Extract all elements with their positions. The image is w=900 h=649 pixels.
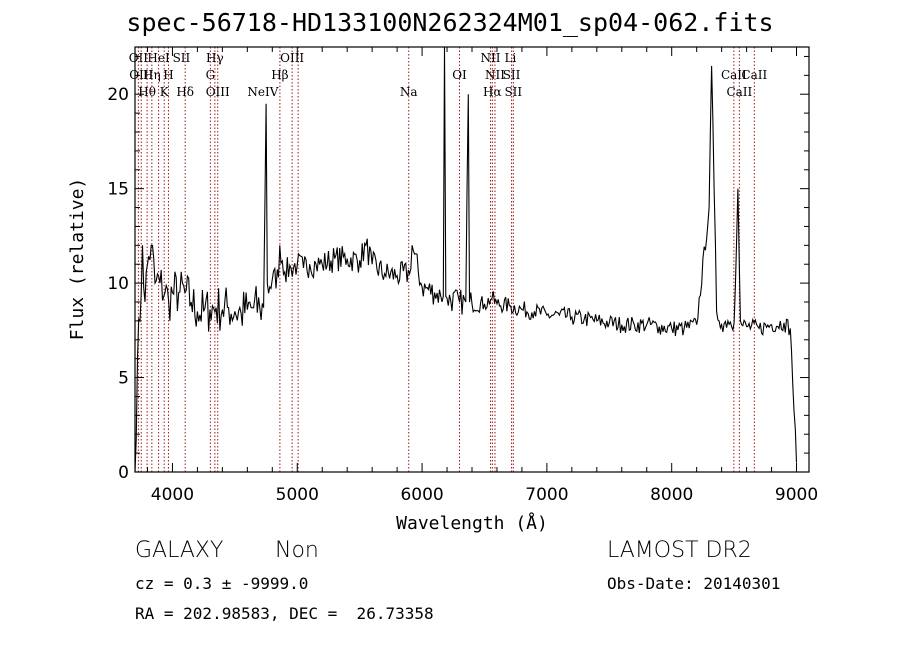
x-tick-label: 5000 bbox=[276, 485, 319, 505]
line-annotation: Hα bbox=[483, 85, 502, 99]
plot-frame bbox=[134, 46, 810, 473]
line-annotation: G bbox=[206, 68, 216, 82]
line-annotation: HeI bbox=[147, 51, 170, 65]
x-tick-label: 7000 bbox=[525, 485, 568, 505]
coordinates-text: RA = 202.98583, DEC = 26.73358 bbox=[135, 604, 434, 623]
line-annotation: CaII bbox=[721, 68, 747, 82]
survey-label: LAMOST DR2 bbox=[607, 538, 752, 563]
line-annotation: SII bbox=[504, 85, 522, 99]
chart-title: spec-56718-HD133100N262324M01_sp04-062.f… bbox=[126, 8, 774, 37]
redshift-text: cz = 0.3 ± -9999.0 bbox=[135, 574, 309, 593]
line-annotation: Hδ bbox=[176, 85, 194, 99]
x-axis-label: Wavelength (Å) bbox=[396, 512, 548, 534]
x-tick-label: 9000 bbox=[775, 485, 818, 505]
line-annotation: K bbox=[160, 85, 170, 99]
line-annotation: H bbox=[163, 68, 173, 82]
spectrum-series bbox=[134, 46, 798, 473]
x-tick-label: 8000 bbox=[650, 485, 693, 505]
y-tick-label: 0 bbox=[118, 463, 129, 483]
y-tick-label: 5 bbox=[118, 369, 129, 389]
x-tick-label: 6000 bbox=[400, 485, 443, 505]
line-annotation: CaII bbox=[726, 85, 752, 99]
y-axis-ticks: 0 5 10 15 20 bbox=[107, 55, 809, 483]
line-annotation: NeIV bbox=[247, 85, 278, 99]
y-tick-label: 20 bbox=[107, 85, 129, 105]
line-annotation: Hθ bbox=[138, 85, 156, 99]
obs-date-text: Obs-Date: 20140301 bbox=[607, 574, 781, 593]
line-annotation: SII bbox=[173, 51, 191, 65]
line-annotation: NII bbox=[480, 51, 500, 65]
line-annotation: NII bbox=[485, 68, 505, 82]
line-annotation: OIII bbox=[206, 85, 230, 99]
line-annotation: Hη bbox=[143, 68, 161, 82]
line-annotation: Hβ bbox=[271, 68, 288, 82]
subclass-label: Non bbox=[275, 538, 319, 563]
line-annotation: OIII bbox=[280, 51, 304, 65]
line-annotation: Li bbox=[505, 51, 517, 65]
line-annotation: SII bbox=[503, 68, 521, 82]
line-annotation: CaII bbox=[741, 68, 767, 82]
line-annotation: Na bbox=[400, 85, 418, 99]
x-tick-label: 4000 bbox=[151, 485, 194, 505]
emission-line-markers bbox=[137, 47, 755, 472]
y-tick-label: 10 bbox=[107, 274, 129, 294]
line-annotation: OII bbox=[129, 51, 149, 65]
x-axis-ticks: 4000 5000 6000 7000 8000 9000 bbox=[146, 47, 818, 505]
line-annotation: OI bbox=[452, 68, 467, 82]
y-axis-label: Flux (relative) bbox=[67, 178, 88, 341]
line-annotation: Hγ bbox=[206, 51, 224, 65]
y-tick-label: 15 bbox=[107, 180, 129, 200]
class-label: GALAXY bbox=[135, 538, 224, 563]
